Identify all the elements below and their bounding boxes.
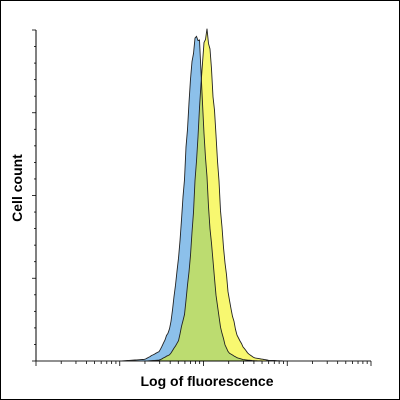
y-axis-label: Cell count <box>9 154 25 222</box>
x-axis-label: Log of fluorescence <box>140 373 274 389</box>
series-2-line <box>36 28 371 362</box>
series-overlap-fill <box>36 36 371 361</box>
